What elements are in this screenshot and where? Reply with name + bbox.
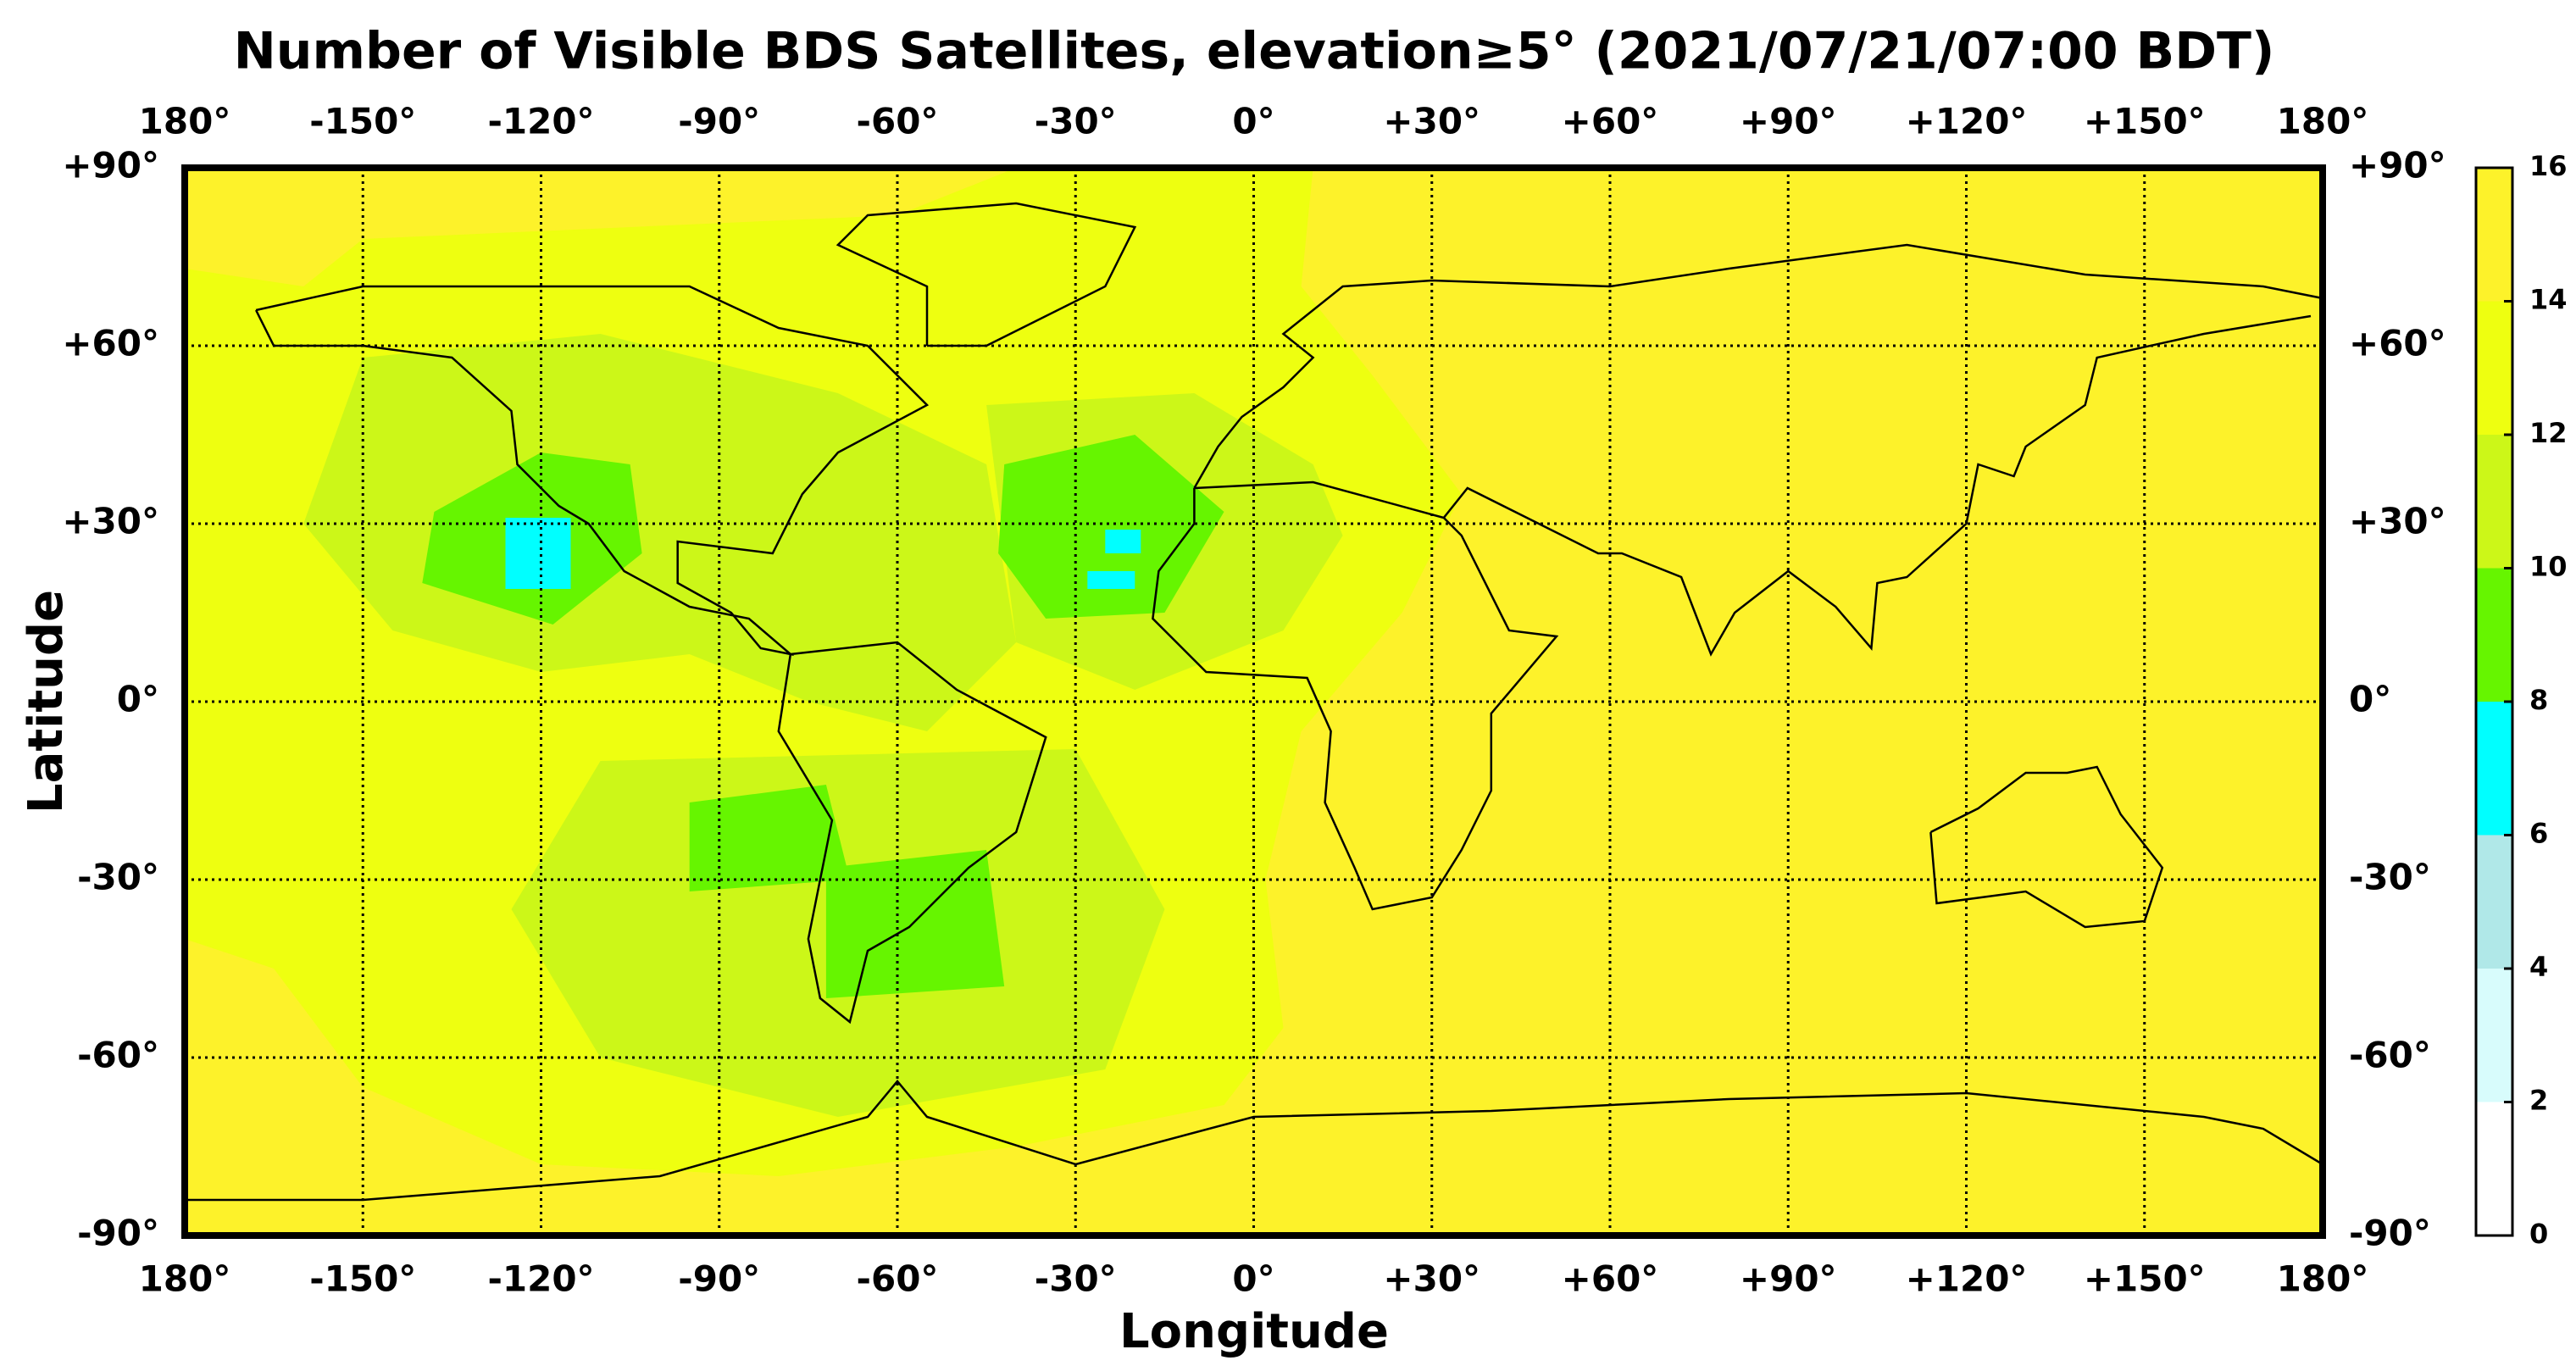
y-tick-label: -30° [2349,857,2431,898]
coastline [1442,314,2312,657]
colorbar-segment [2476,568,2512,702]
colorbar-segment [2476,702,2512,836]
axes: 180° 180° -150° -150° -120° -120° -90° -90° -60°… [62,101,2567,1300]
x-tick-label: 180° [139,1258,231,1300]
coastline [185,1080,2323,1202]
coverage-region [1105,530,1141,553]
y-tick-label: -30° [77,857,159,898]
y-tick-label: +60° [62,323,159,364]
colorbar-segment [2476,1102,2512,1236]
x-tick-label: -60° [857,101,939,142]
x-tick-label: -150° [309,101,416,142]
colorbar-segment [2476,835,2512,969]
coastline [777,641,1047,1024]
coastline [254,285,930,657]
x-tick-label: 0° [1232,101,1274,142]
x-tick-label: -120° [487,1258,594,1300]
y-tick-label: -90° [77,1213,159,1254]
coastline [1152,480,1559,911]
y-tick-label: +60° [2349,323,2446,364]
coverage-region [825,850,1005,998]
coverage-region [689,785,850,891]
x-tick-label: -120° [487,101,594,142]
colorbar-tick-label: 12 [2529,417,2568,449]
plot-frame [181,164,2326,1239]
x-tick-label: 0° [1232,1258,1274,1300]
coverage-region [998,435,1224,619]
colorbar-tick-label: 2 [2529,1085,2548,1117]
colorbar-tick-label: 8 [2529,684,2548,716]
x-tick-label: 180° [2277,101,2369,142]
x-tick-label: -60° [857,1258,939,1300]
chart-title: Number of Visible BDS Satellites, elevat… [234,22,2275,81]
y-tick-label: +30° [62,501,159,542]
x-tick-label: -30° [1035,101,1117,142]
y-tick-label: +90° [2349,145,2446,186]
colorbar-segment [2476,969,2512,1102]
colorbar-tick-label: 6 [2529,818,2548,850]
coverage-region [505,518,571,589]
x-tick-label: 180° [139,101,231,142]
x-tick-label: +30° [1383,1258,1480,1300]
x-tick-label: +60° [1562,1258,1659,1300]
x-tick-label: +90° [1740,101,1837,142]
x-tick-label: -90° [678,1258,760,1300]
colorbar-segment [2476,301,2512,435]
y-tick-label: -90° [2349,1213,2431,1254]
x-axis-label: Longitude [1119,1304,1389,1359]
x-tick-label: +60° [1562,101,1659,142]
y-tick-label: 0° [2349,679,2391,720]
colorbar-tick-label: 10 [2529,551,2568,583]
x-tick-label: +150° [2084,101,2206,142]
colorbar-tick-label: 0 [2529,1218,2548,1250]
coverage-region [1087,571,1135,589]
x-tick-label: -90° [678,101,760,142]
x-tick-label: +30° [1383,101,1480,142]
colorbar-tick-label: 16 [2529,150,2568,182]
coastline [1193,243,2323,489]
coastlines [185,202,2323,1202]
x-tick-label: +90° [1740,1258,1837,1300]
x-tick-label: +150° [2084,1258,2206,1300]
coverage-region [303,334,1017,731]
coastline [1929,765,2164,929]
x-tick-label: -30° [1035,1258,1117,1300]
x-tick-label: -150° [309,1258,416,1300]
x-tick-label: +120° [1906,1258,2028,1300]
colorbar-tick-label: 14 [2529,284,2568,316]
x-tick-label: 180° [2277,1258,2369,1300]
y-tick-label: +90° [62,145,159,186]
colorbar-tick-label: 4 [2529,951,2548,983]
colorbar-segment [2476,168,2512,302]
y-axis-label: Latitude [19,590,74,813]
y-tick-label: +30° [2349,501,2446,542]
y-tick-label: -60° [2349,1035,2431,1076]
y-tick-label: -60° [77,1035,159,1076]
x-tick-label: +120° [1906,101,2028,142]
y-tick-label: 0° [117,679,159,720]
coastline [836,202,1137,347]
colorbar-segment [2476,435,2512,569]
